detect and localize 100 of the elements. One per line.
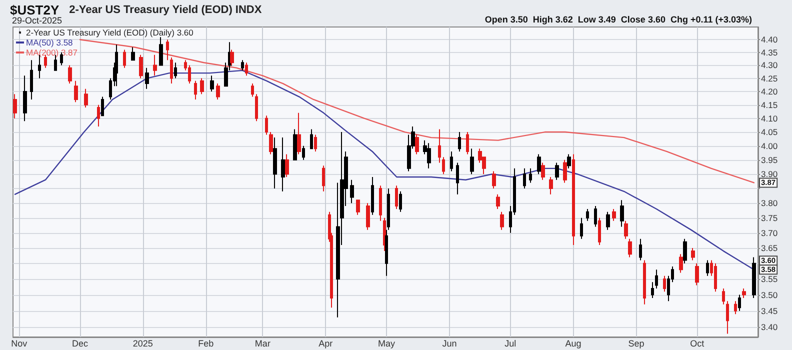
candlestick <box>415 134 419 155</box>
candlestick <box>314 134 317 152</box>
candlestick <box>310 128 313 150</box>
x-tick-label: 2025 <box>132 338 153 348</box>
y-tick-label: 3.95 <box>761 154 778 165</box>
x-tick-label: Aug <box>565 338 582 348</box>
y-tick-label: 4.00 <box>761 140 778 151</box>
y-tick-label: 3.90 <box>761 169 778 180</box>
text: Open 3.50 High 3.62 Low 3.49 Close 3.60 Chg +0.11 (+3.03%) <box>484 14 752 24</box>
candlestick <box>580 217 583 240</box>
y-tick-label: 4.15 <box>761 100 778 110</box>
x-tick-label: Feb <box>198 338 214 348</box>
candlestick <box>159 36 163 66</box>
y-tick-label: 3.55 <box>761 274 778 284</box>
candlestick <box>691 247 695 261</box>
chart-title: $UST2Y <box>10 2 60 18</box>
y-tick-label: 4.40 <box>761 34 778 45</box>
candlestick <box>366 202 370 230</box>
candlestick <box>399 190 402 212</box>
y-tick-label: 3.45 <box>761 306 778 316</box>
candlestick <box>139 54 143 79</box>
x-tick-label: Apr <box>318 338 333 348</box>
candlestick <box>115 44 118 87</box>
candlestick <box>281 137 285 192</box>
candlestick <box>742 288 746 298</box>
candlestick <box>285 154 289 178</box>
y-tick-label: 3.65 <box>761 242 778 253</box>
candlestick <box>586 208 589 222</box>
candlestick <box>620 200 624 228</box>
candlestick <box>302 145 305 160</box>
candlestick <box>297 112 301 155</box>
candlestick <box>68 64 72 84</box>
candlestick <box>395 185 398 210</box>
candlestick <box>606 211 610 230</box>
candlestick <box>123 49 126 68</box>
candlestick <box>500 211 504 230</box>
candlestick <box>555 162 559 180</box>
candlestick <box>655 269 658 289</box>
y-tick-label: 4.30 <box>761 60 778 70</box>
candlestick <box>350 179 354 204</box>
candlestick <box>639 238 642 261</box>
candlestick <box>529 168 532 184</box>
y-tick-label: 4.25 <box>761 73 778 84</box>
candlestick <box>265 115 268 136</box>
legend-label: MA(50) 3.58 <box>26 38 74 48</box>
candlestick <box>734 300 737 315</box>
y-tick-label: 4.10 <box>761 113 778 124</box>
candlestick <box>255 94 258 122</box>
x-tick-label: Sep <box>628 338 644 348</box>
candlestick <box>13 94 17 119</box>
candlestick <box>97 104 100 128</box>
candlestick <box>379 185 382 222</box>
candlestick <box>541 162 545 180</box>
candlestick <box>273 137 277 190</box>
candlestick <box>496 194 500 210</box>
candlestick <box>714 262 717 292</box>
candlestick <box>679 254 683 274</box>
candlestick <box>84 88 88 108</box>
candlestick <box>101 96 104 116</box>
x-tick-label: Nov <box>11 338 28 348</box>
candlestick <box>245 62 248 76</box>
candlestick <box>549 176 553 195</box>
candlestick <box>74 80 78 103</box>
candlestick <box>387 188 390 230</box>
candlestick <box>170 56 173 84</box>
candlestick <box>383 217 386 252</box>
candlestick <box>598 217 601 246</box>
candlestick <box>456 162 459 195</box>
candlestick <box>356 200 360 216</box>
candlestick <box>216 83 220 100</box>
text: 2-Year US Treasury Yield (EOD) (Daily) 3.60 <box>26 28 194 38</box>
y-tick-label: 4.05 <box>761 127 778 138</box>
x-tick-label: Mar <box>254 338 270 348</box>
candlestick <box>458 132 461 152</box>
candlestick <box>371 176 374 216</box>
candlestick <box>60 52 63 66</box>
y-tick-label: 3.50 <box>761 290 778 300</box>
y-tick-label: 3.40 <box>761 322 778 332</box>
candlestick <box>131 46 135 61</box>
candlestick <box>194 80 197 100</box>
candlestick <box>643 260 646 305</box>
candlestick <box>153 54 157 76</box>
candlestick <box>322 165 325 192</box>
candlestick <box>442 156 445 175</box>
candlestick <box>624 220 628 240</box>
candlestick <box>241 60 244 71</box>
candlestick <box>385 229 388 276</box>
candlestick <box>651 282 654 298</box>
candlestick <box>200 78 204 95</box>
candlestick <box>30 60 33 100</box>
candlestick <box>683 238 687 264</box>
candlestick <box>470 148 474 175</box>
candlestick <box>293 128 297 160</box>
line-series <box>79 39 755 184</box>
candlestick <box>166 39 169 61</box>
x-tick-label: Jun <box>442 338 457 348</box>
candlestick <box>572 154 575 246</box>
candlestick <box>722 288 725 305</box>
candlestick <box>174 62 177 79</box>
line-series <box>14 70 755 270</box>
